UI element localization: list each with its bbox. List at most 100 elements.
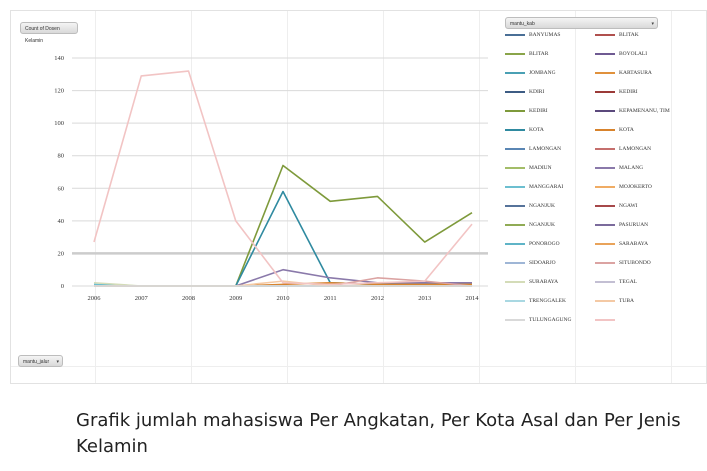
legend-swatch xyxy=(595,129,615,131)
axis-field-label: mantu_jalur xyxy=(23,359,50,365)
legend-swatch xyxy=(595,281,615,283)
legend-item: KEDIRI xyxy=(505,106,548,116)
chart-area xyxy=(10,10,707,384)
x-tick-label: 2011 xyxy=(324,295,337,302)
legend-swatch xyxy=(595,262,615,264)
legend-item: PASURUAN xyxy=(595,220,648,230)
legend-swatch xyxy=(595,53,615,55)
legend-swatch xyxy=(595,319,615,321)
legend-label: BLITAR xyxy=(529,51,549,57)
legend-swatch xyxy=(505,129,525,131)
legend-label: KDIRI xyxy=(529,89,545,95)
legend-item: SARABAYA xyxy=(595,239,648,249)
figure-caption: Grafik jumlah mahasiswa Per Angkatan, Pe… xyxy=(76,410,681,457)
legend-swatch xyxy=(595,167,615,169)
legend-label: SARABAYA xyxy=(619,241,649,247)
legend-label: KOTA xyxy=(619,127,634,133)
legend-label: BLITAK xyxy=(619,32,639,38)
legend-item: LAMONGAN xyxy=(595,144,651,154)
legend-label: NGAWI xyxy=(619,203,638,209)
legend-swatch xyxy=(505,34,525,36)
legend-field-button[interactable]: mantu_kab ▾ xyxy=(505,17,658,29)
legend-swatch xyxy=(595,300,615,302)
legend-label: MALANG xyxy=(619,165,644,171)
legend-item: PONOROGO xyxy=(505,239,560,249)
series-line xyxy=(94,268,472,287)
legend-item: TEGAL xyxy=(595,277,637,287)
legend-item: NGANJUK xyxy=(505,201,555,211)
legend-swatch xyxy=(505,262,525,264)
legend-label: KEPAMENANU, TIM xyxy=(619,108,670,114)
y-tick-label: 0 xyxy=(61,283,64,290)
legend-label: PASURUAN xyxy=(619,222,649,228)
legend-label: JOMBANG xyxy=(529,70,556,76)
legend-swatch xyxy=(505,319,525,321)
x-tick-label: 2014 xyxy=(466,295,480,302)
axis-field-button[interactable]: mantu_jalur ▾ xyxy=(18,355,63,367)
legend-label: NGANJUK xyxy=(529,203,555,209)
legend-swatch xyxy=(595,148,615,150)
legend-label: NGANJUK xyxy=(529,222,555,228)
y-tick-label: 140 xyxy=(54,55,64,62)
legend-swatch xyxy=(505,281,525,283)
legend-label: KOTA xyxy=(529,127,544,133)
legend-label: TEGAL xyxy=(619,279,638,285)
legend-item: BOYOLALI xyxy=(595,49,647,59)
dropdown-arrow-icon: ▾ xyxy=(56,359,59,365)
legend-item: SIDOARJO xyxy=(505,258,556,268)
legend-label: TULUNGAGUNG xyxy=(529,317,572,323)
legend-item: SURABAYA xyxy=(505,277,558,287)
legend-swatch xyxy=(595,243,615,245)
legend-swatch xyxy=(595,224,615,226)
y-tick-label: 80 xyxy=(58,153,65,160)
legend-item: NGANJUK xyxy=(505,220,555,230)
legend-item: MOJOKERTO xyxy=(595,182,652,192)
x-tick-label: 2009 xyxy=(229,295,242,302)
legend-item: TRENGGALEK xyxy=(505,296,566,306)
legend-swatch xyxy=(505,91,525,93)
x-tick-label: 2006 xyxy=(88,295,102,302)
y-tick-label: 100 xyxy=(54,120,64,127)
legend-swatch xyxy=(505,148,525,150)
legend-item: BLITAR xyxy=(505,49,548,59)
legend-item: KEPAMENANU, TIM xyxy=(595,106,670,116)
legend-swatch xyxy=(595,186,615,188)
y-tick-label: 20 xyxy=(58,250,65,257)
legend-label: SIDOARJO xyxy=(529,260,556,266)
legend-swatch xyxy=(505,224,525,226)
legend-swatch xyxy=(505,110,525,112)
legend-label: MANGGARAI xyxy=(529,184,564,190)
legend-label: BOYOLALI xyxy=(619,51,648,57)
legend-swatch xyxy=(595,91,615,93)
x-tick-label: 2007 xyxy=(135,295,149,302)
value-field-label: Count of Dosen Kelamin xyxy=(25,26,60,44)
x-tick-label: 2008 xyxy=(182,295,195,302)
legend-label: MOJOKERTO xyxy=(619,184,652,190)
legend-label: BANYUMAS xyxy=(529,32,561,38)
legend-item: TUBA xyxy=(595,296,634,306)
legend-label: MADIUN xyxy=(529,165,552,171)
x-tick-label: 2013 xyxy=(418,295,431,302)
legend-item: NGAWI xyxy=(595,201,638,211)
legend-swatch xyxy=(595,72,615,74)
value-field-button[interactable]: Count of Dosen Kelamin xyxy=(20,22,78,44)
legend-swatch xyxy=(505,53,525,55)
y-tick-label: 40 xyxy=(58,218,65,225)
legend-swatch xyxy=(505,205,525,207)
legend-label: KEDIRI xyxy=(529,108,548,114)
legend-item: BLITAK xyxy=(595,30,639,40)
legend-label: LAMONGAN xyxy=(529,146,562,152)
legend-item: KOTA xyxy=(595,125,634,135)
legend-item: TULUNGAGUNG xyxy=(505,315,571,325)
legend-swatch xyxy=(505,72,525,74)
legend-swatch xyxy=(595,205,615,207)
series-line xyxy=(93,70,473,286)
dropdown-arrow-icon: ▾ xyxy=(651,21,654,27)
legend-item: MADIUN xyxy=(505,163,552,173)
legend-item: MANGGARAI xyxy=(505,182,563,192)
legend-label: TUBA xyxy=(619,298,634,304)
legend-swatch xyxy=(505,243,525,245)
legend-item: KOTA xyxy=(505,125,544,135)
legend-label: LAMONGAN xyxy=(619,146,652,152)
